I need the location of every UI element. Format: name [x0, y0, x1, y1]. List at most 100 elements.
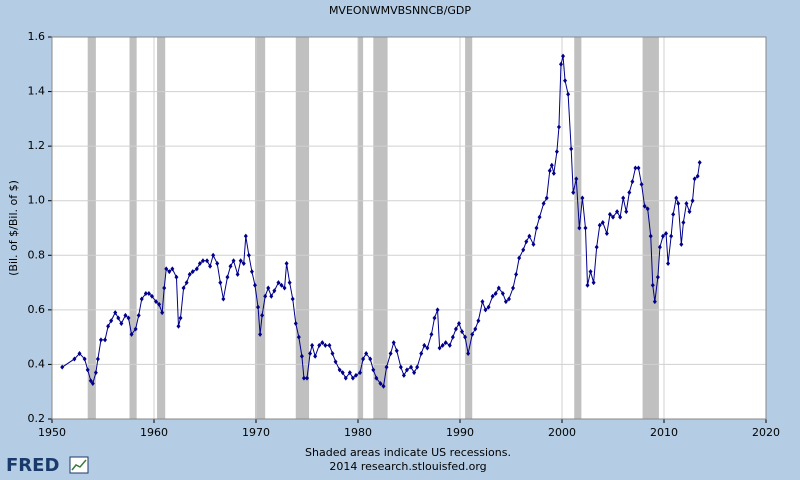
data-point — [664, 230, 669, 236]
data-point — [549, 162, 554, 168]
data-point — [308, 351, 313, 357]
data-point — [409, 364, 414, 370]
data-point — [368, 356, 373, 362]
data-point — [580, 195, 585, 201]
data-point — [290, 296, 295, 302]
data-point — [205, 258, 210, 264]
data-point — [106, 323, 111, 329]
data-point — [517, 255, 522, 261]
data-point — [690, 198, 695, 204]
data-point — [276, 280, 281, 286]
data-point — [443, 340, 448, 346]
data-point — [611, 214, 615, 220]
data-point — [648, 233, 653, 239]
data-point — [282, 285, 287, 291]
data-point — [566, 91, 571, 97]
x-tick-label: 1990 — [446, 426, 474, 439]
data-point — [160, 310, 165, 316]
data-point — [547, 168, 552, 174]
data-point — [483, 307, 488, 313]
data-point — [627, 190, 632, 196]
data-point — [317, 342, 322, 348]
data-point — [569, 146, 574, 152]
data-point — [174, 274, 179, 280]
data-point — [249, 269, 254, 275]
data-point — [650, 282, 655, 288]
x-tick-label: 1970 — [242, 426, 270, 439]
data-point — [633, 165, 638, 171]
data-point — [90, 381, 95, 387]
data-point — [551, 170, 556, 176]
x-tick-label: 1960 — [140, 426, 168, 439]
data-point — [585, 282, 590, 288]
data-point — [72, 356, 77, 362]
data-point — [415, 364, 420, 370]
data-point — [133, 326, 138, 332]
data-point — [358, 370, 363, 376]
x-tick-label: 2000 — [548, 426, 576, 439]
data-point — [194, 266, 199, 272]
data-point — [695, 173, 700, 179]
y-tick-label: 0.8 — [28, 248, 46, 261]
data-point — [655, 274, 660, 280]
chart-title: MVEONWMVBSNNCB/GDP — [329, 4, 471, 17]
data-point — [353, 372, 358, 378]
data-point — [432, 315, 437, 321]
data-point — [453, 326, 458, 332]
footer-source: 2014 research.stlouisfed.org — [329, 460, 486, 473]
data-point — [98, 337, 103, 343]
data-point — [109, 318, 114, 324]
data-point — [511, 285, 516, 291]
data-point — [398, 364, 403, 370]
data-point — [404, 367, 409, 373]
data-point — [594, 244, 599, 250]
data-point — [615, 209, 620, 215]
data-point — [381, 383, 386, 389]
data-point — [490, 293, 495, 299]
data-point — [394, 348, 399, 354]
data-point — [577, 225, 582, 231]
y-tick-label: 1.4 — [28, 85, 46, 98]
data-point — [129, 331, 134, 337]
data-point — [607, 211, 612, 217]
data-point — [554, 149, 559, 155]
data-point — [60, 364, 65, 370]
data-point — [167, 269, 172, 275]
data-point — [574, 176, 579, 182]
data-point — [154, 299, 159, 305]
data-point — [190, 269, 195, 275]
recession-band — [129, 37, 137, 419]
data-point — [85, 367, 90, 373]
recession-band — [642, 37, 659, 419]
data-point — [113, 310, 118, 316]
data-point — [621, 195, 626, 201]
data-point — [514, 271, 519, 277]
data-point — [157, 301, 162, 307]
data-point — [347, 370, 352, 376]
data-point — [208, 263, 213, 269]
data-point — [93, 370, 98, 376]
data-point — [211, 252, 216, 258]
data-point — [425, 345, 430, 351]
data-point — [692, 176, 697, 182]
data-point — [687, 209, 692, 215]
y-tick-label: 0.2 — [28, 412, 46, 425]
data-point — [571, 190, 576, 196]
data-point — [88, 378, 93, 384]
data-point — [364, 351, 369, 357]
y-tick-label: 0.4 — [28, 357, 46, 370]
data-point — [333, 359, 338, 365]
data-point — [652, 299, 657, 305]
y-tick-label: 1.6 — [28, 30, 46, 43]
data-point — [674, 195, 679, 201]
y-tick-label: 0.6 — [28, 303, 46, 316]
data-point — [170, 266, 175, 272]
data-point — [435, 307, 440, 313]
data-point — [556, 124, 561, 130]
y-tick-label: 1.2 — [28, 139, 46, 152]
data-point — [197, 260, 202, 266]
data-point — [493, 290, 498, 296]
data-point — [293, 321, 298, 326]
data-point — [228, 263, 233, 269]
